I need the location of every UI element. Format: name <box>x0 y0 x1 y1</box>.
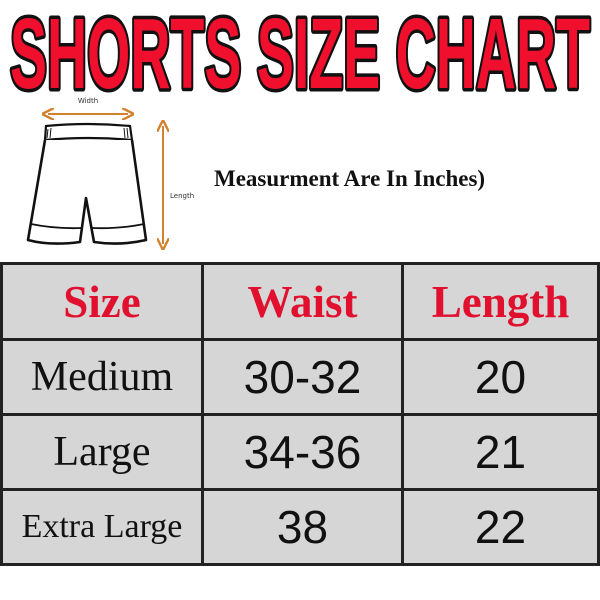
table-row: Extra Large 38 22 <box>0 488 600 566</box>
header-size: Size <box>0 262 204 341</box>
shorts-diagram: Width Length <box>20 92 220 257</box>
table-row: Large 34-36 21 <box>0 413 600 491</box>
size-cell: Extra Large <box>0 488 204 566</box>
measurement-note: Measurment Are In Inches) <box>214 166 486 191</box>
size-cell: Medium <box>0 338 204 416</box>
header-length: Length <box>401 262 600 341</box>
header-waist: Waist <box>201 262 404 341</box>
waist-cell: 30-32 <box>201 338 404 416</box>
waist-cell: 34-36 <box>201 413 404 491</box>
length-cell: 20 <box>401 338 600 416</box>
length-cell: 22 <box>401 488 600 566</box>
length-cell: 21 <box>401 413 600 491</box>
table-row: Medium 30-32 20 <box>0 338 600 416</box>
width-label: Width <box>78 97 98 105</box>
table-header-row: Size Waist Length <box>0 262 600 341</box>
size-cell: Large <box>0 413 204 491</box>
shorts-outline-icon: Width Length <box>26 97 194 257</box>
length-label: Length <box>170 192 194 200</box>
page-title: SHORTS SIZE CHART <box>0 0 600 114</box>
size-table: Size Waist Length Medium 30-32 20 Large … <box>0 262 600 566</box>
title-text: SHORTS SIZE CHART <box>10 2 590 98</box>
waist-cell: 38 <box>201 488 404 566</box>
